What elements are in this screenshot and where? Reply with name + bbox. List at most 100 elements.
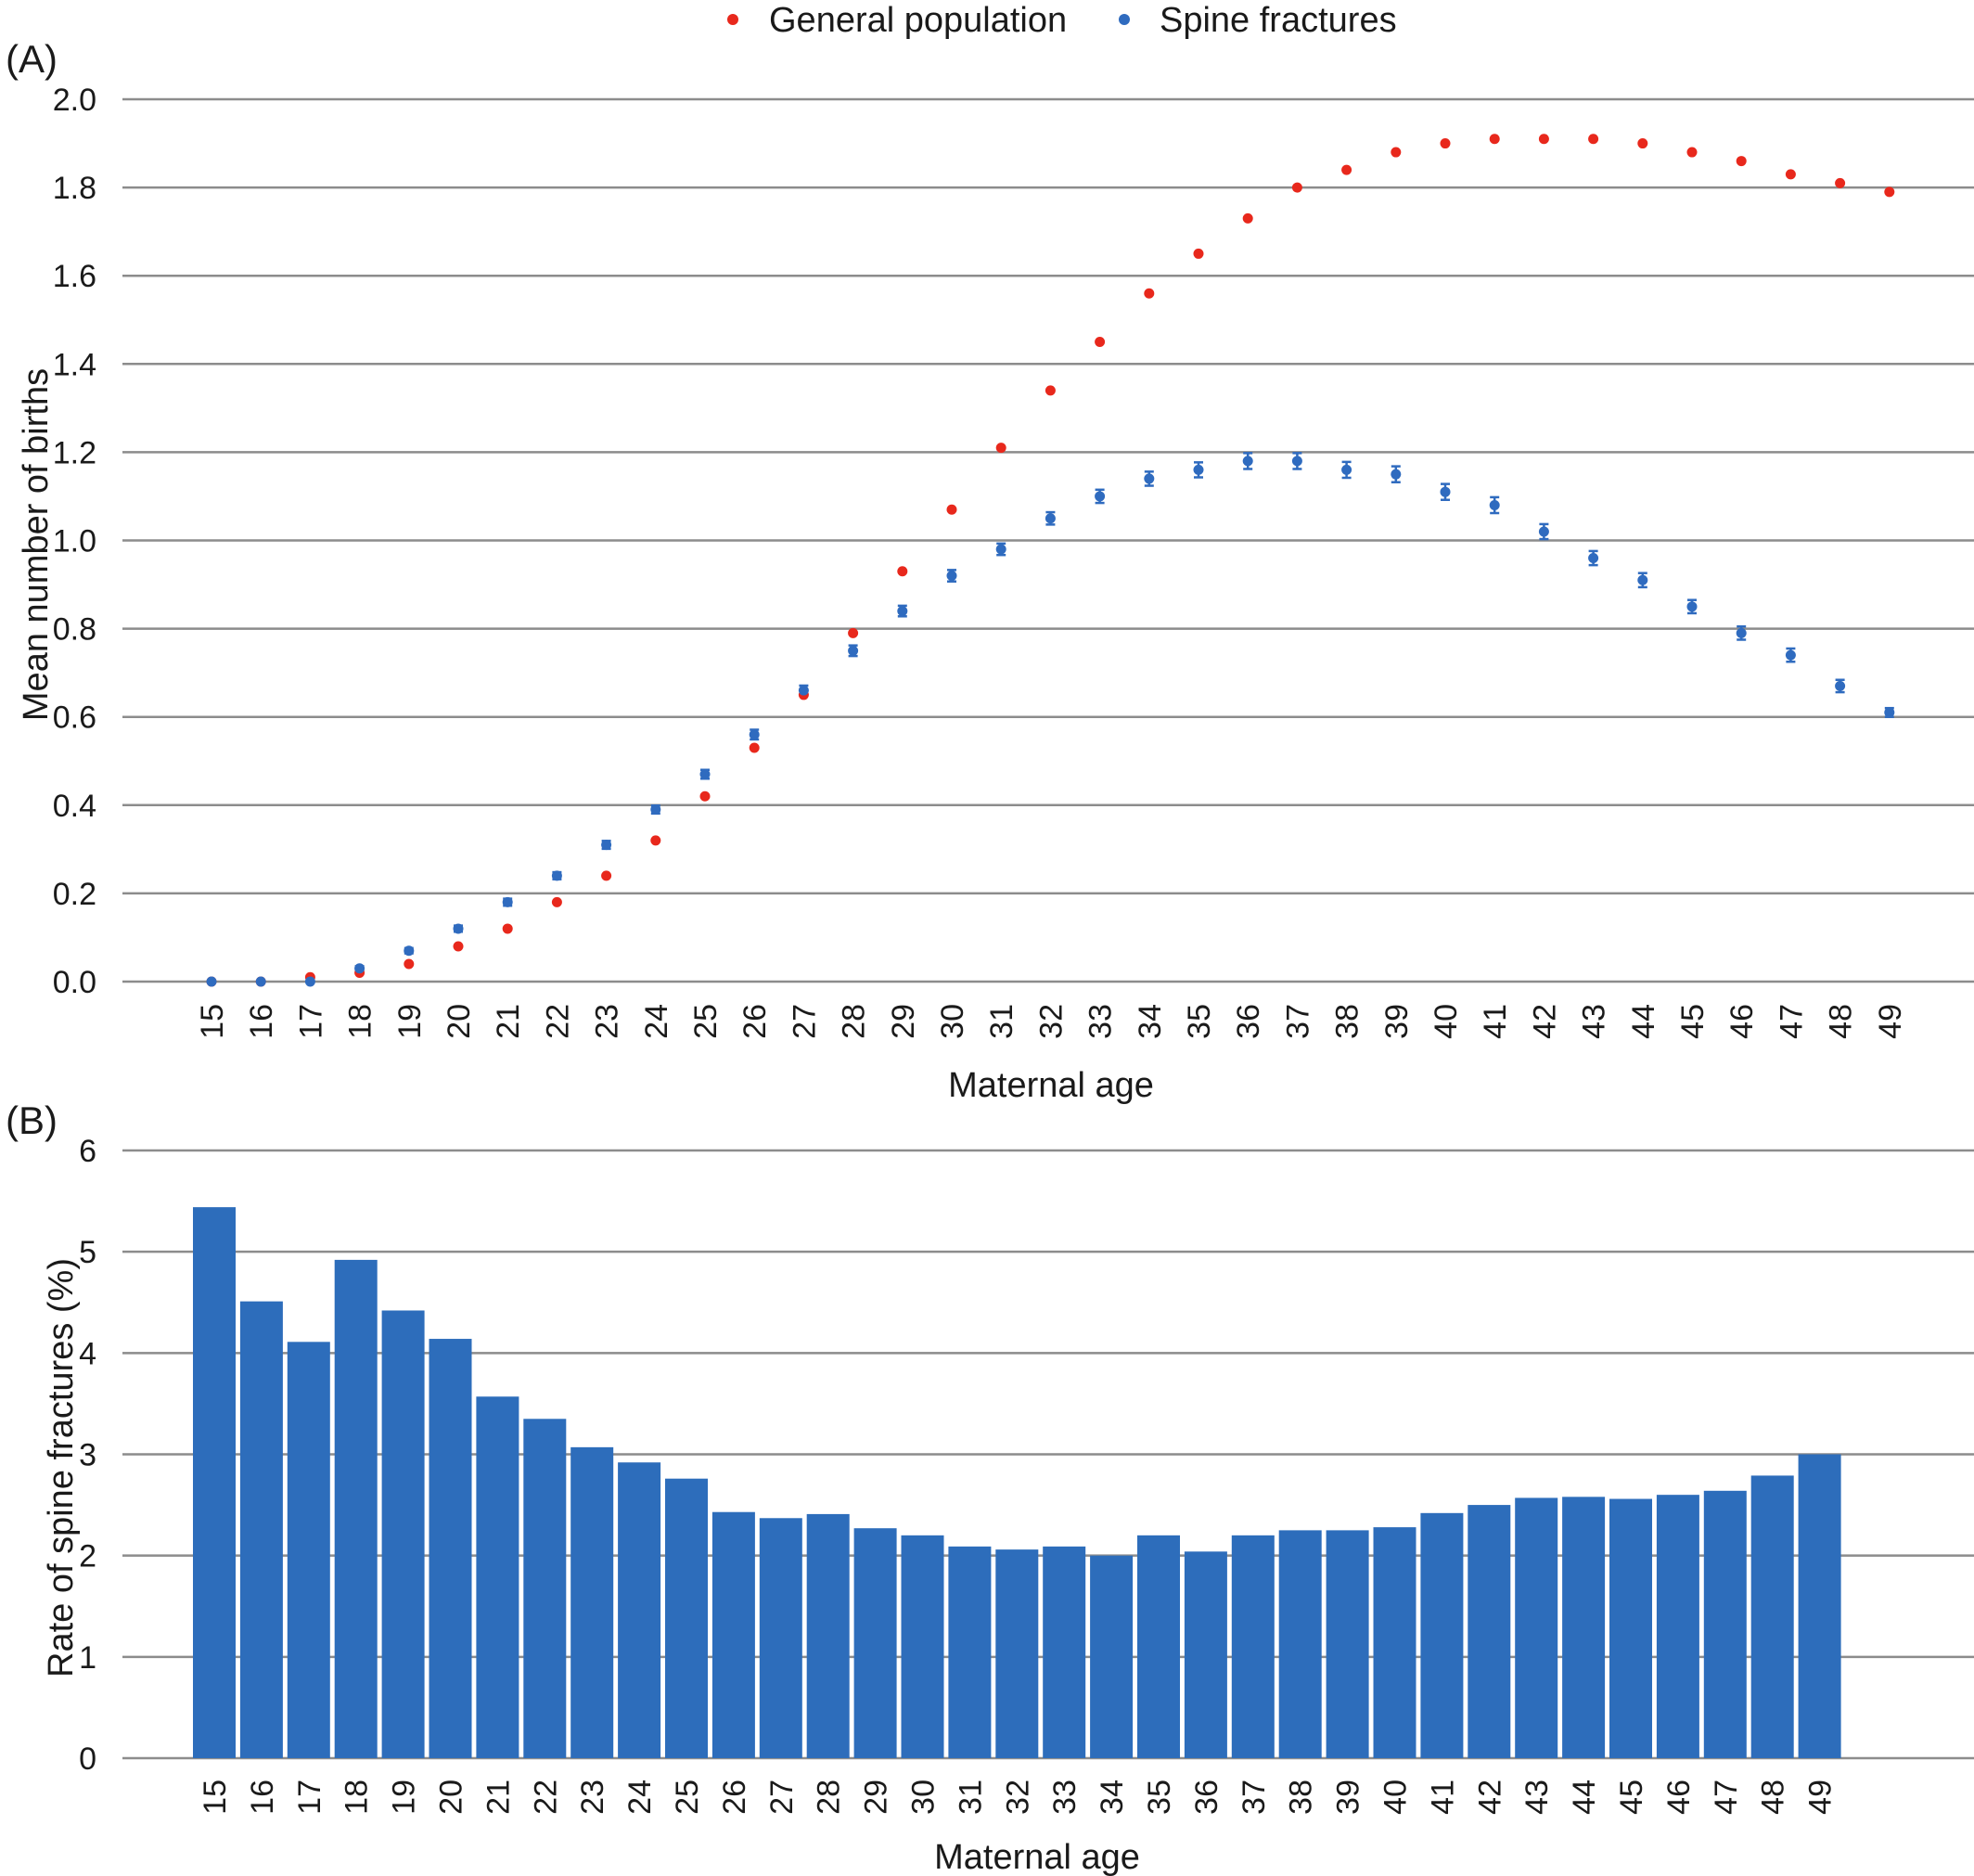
bar xyxy=(334,1259,378,1758)
x-tick-label: 34 xyxy=(1133,1004,1168,1039)
x-tick-label: 32 xyxy=(1000,1780,1035,1815)
x-tick-label: 20 xyxy=(434,1780,469,1815)
point-spine-fractures xyxy=(1095,491,1106,502)
point-spine-fractures xyxy=(304,976,315,987)
x-tick-label: 19 xyxy=(392,1004,428,1039)
x-tick-label: 24 xyxy=(639,1004,674,1039)
point-general-population xyxy=(1440,138,1451,149)
x-tick-label: 23 xyxy=(575,1780,610,1815)
point-spine-fractures xyxy=(1242,456,1253,467)
point-spine-fractures xyxy=(1736,627,1747,638)
x-tick-label: 17 xyxy=(292,1780,327,1815)
y-tick-label: 1.0 xyxy=(53,524,96,559)
bar xyxy=(995,1549,1039,1758)
x-tick-label: 26 xyxy=(737,1004,773,1039)
point-spine-fractures xyxy=(1045,513,1056,524)
bar xyxy=(1420,1512,1464,1758)
y-tick-label: 0.0 xyxy=(53,965,96,1000)
x-tick-label: 15 xyxy=(195,1004,230,1039)
bar xyxy=(948,1546,992,1758)
legend-label-general-population: General population xyxy=(769,1,1067,40)
point-general-population xyxy=(453,941,464,952)
panel-b-bars xyxy=(193,1207,1841,1758)
x-tick-label: 38 xyxy=(1284,1780,1319,1815)
point-general-population xyxy=(1736,156,1747,167)
x-tick-label: 23 xyxy=(590,1004,625,1039)
y-tick-label: 0.4 xyxy=(53,789,96,824)
y-tick-label: 2 xyxy=(79,1539,96,1574)
bar xyxy=(570,1446,614,1758)
bar xyxy=(429,1339,472,1758)
x-tick-label: 45 xyxy=(1614,1780,1649,1815)
y-tick-label: 1.6 xyxy=(53,259,96,294)
point-spine-fractures xyxy=(551,870,562,881)
x-tick-label: 31 xyxy=(953,1780,988,1815)
bar xyxy=(1562,1497,1606,1758)
bar xyxy=(1184,1551,1227,1758)
y-tick-label: 4 xyxy=(79,1336,96,1371)
panel-a-gridlines xyxy=(122,97,1974,983)
point-general-population xyxy=(404,958,415,970)
bar xyxy=(1468,1505,1511,1758)
x-tick-label: 22 xyxy=(540,1004,575,1039)
x-tick-label: 24 xyxy=(622,1780,658,1815)
legend-marker-general-population xyxy=(727,14,738,25)
x-tick-label: 26 xyxy=(717,1780,752,1815)
x-tick-label: 43 xyxy=(1519,1780,1555,1815)
panel-b-x-axis-label: Maternal age xyxy=(934,1838,1140,1876)
bar xyxy=(665,1478,708,1758)
point-spine-fractures xyxy=(502,896,513,907)
bar xyxy=(1798,1454,1841,1758)
point-general-population xyxy=(1884,186,1895,198)
y-tick-label: 0.2 xyxy=(53,877,96,912)
y-tick-label: 0.8 xyxy=(53,612,96,648)
x-tick-label: 48 xyxy=(1824,1004,1859,1039)
point-general-population xyxy=(601,870,612,881)
x-tick-label: 34 xyxy=(1095,1780,1130,1815)
bar xyxy=(287,1342,330,1758)
point-spine-fractures xyxy=(848,645,859,656)
point-spine-fractures xyxy=(1193,464,1204,475)
bar xyxy=(759,1518,802,1758)
bar xyxy=(1515,1497,1558,1758)
point-spine-fractures xyxy=(1440,486,1451,497)
panel-a-y-tick-labels: 0.0 0.2 0.4 0.6 0.8 1.0 1.2 1.4 1.6 1.8 2.0 xyxy=(53,83,96,1000)
y-tick-label: 0.6 xyxy=(53,700,96,736)
point-general-population xyxy=(946,504,957,515)
point-general-population xyxy=(1637,138,1648,149)
x-tick-label: 15 xyxy=(198,1780,233,1815)
x-tick-label: 42 xyxy=(1527,1004,1562,1039)
x-tick-label: 28 xyxy=(812,1780,847,1815)
x-tick-label: 25 xyxy=(670,1780,705,1815)
point-spine-fractures xyxy=(798,685,809,696)
panel-a-points xyxy=(206,134,1895,987)
point-spine-fractures xyxy=(1835,680,1846,691)
x-tick-label: 29 xyxy=(859,1780,894,1815)
point-spine-fractures xyxy=(1686,601,1698,612)
point-general-population xyxy=(1291,182,1302,193)
point-general-population xyxy=(1144,288,1155,299)
point-spine-fractures xyxy=(897,606,908,617)
point-general-population xyxy=(1785,169,1796,180)
point-spine-fractures xyxy=(995,544,1006,555)
bar xyxy=(618,1462,661,1758)
x-tick-label: 41 xyxy=(1425,1780,1460,1815)
x-tick-label: 18 xyxy=(340,1780,375,1815)
x-tick-label: 35 xyxy=(1142,1780,1177,1815)
point-spine-fractures xyxy=(1637,574,1648,585)
point-spine-fractures xyxy=(1291,456,1302,467)
y-tick-label: 5 xyxy=(79,1235,96,1270)
legend: General population Spine fractures xyxy=(727,1,1397,40)
bar xyxy=(1231,1535,1275,1758)
x-tick-label: 49 xyxy=(1873,1004,1908,1039)
point-general-population xyxy=(848,627,859,638)
point-spine-fractures xyxy=(699,769,711,780)
x-tick-label: 33 xyxy=(1083,1004,1119,1039)
point-spine-fractures xyxy=(354,963,365,974)
x-tick-label: 41 xyxy=(1478,1004,1513,1039)
x-tick-label: 30 xyxy=(906,1780,942,1815)
point-spine-fractures xyxy=(1489,499,1500,510)
x-tick-label: 28 xyxy=(837,1004,872,1039)
x-tick-label: 25 xyxy=(688,1004,724,1039)
